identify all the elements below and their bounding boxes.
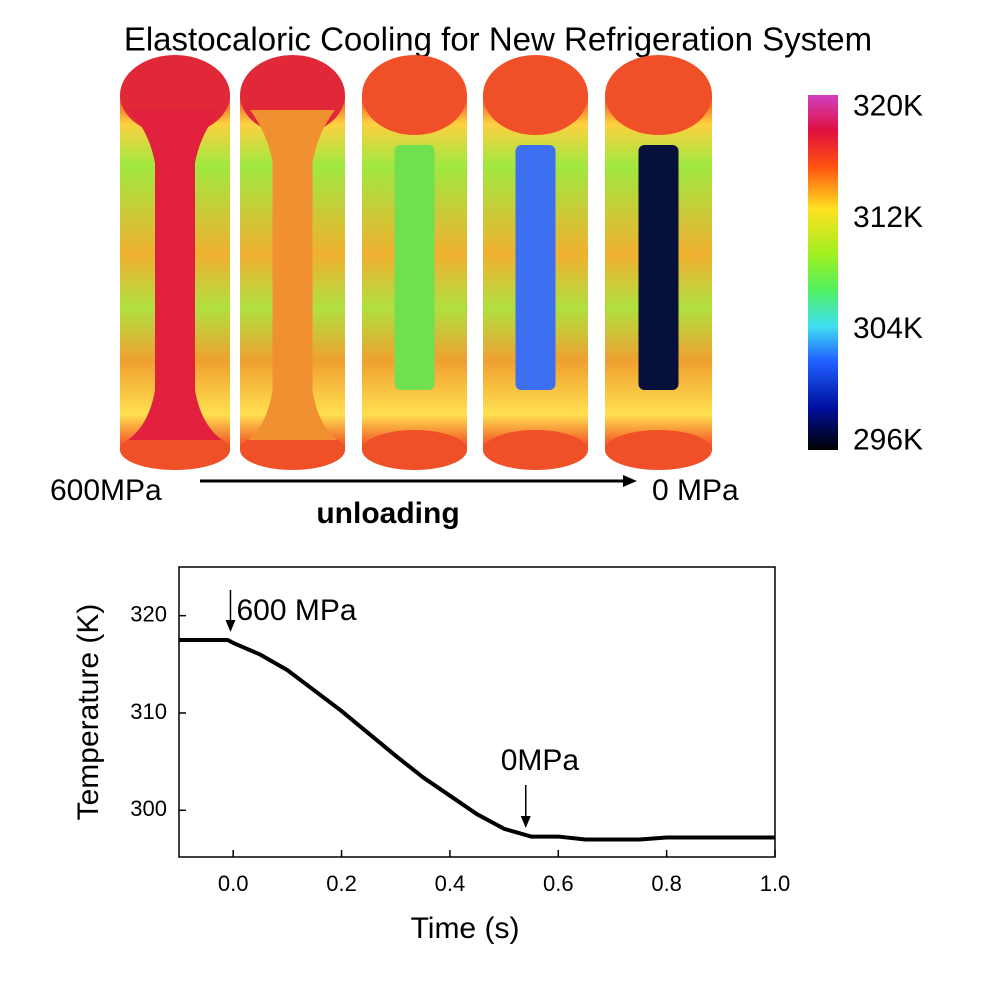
thermal-images: [120, 55, 712, 470]
x-tick-label: 0.4: [435, 871, 466, 896]
y-tick-label: 310: [130, 699, 167, 724]
x-tick-label: 0.8: [651, 871, 682, 896]
start-label: 600MPa: [50, 474, 162, 507]
colorbar-tick-label: 304K: [853, 312, 923, 345]
panel-grip: [483, 55, 588, 135]
panel-grip: [605, 430, 712, 470]
x-tick-label: 0.2: [326, 871, 357, 896]
annotation-arrow-head: [520, 816, 531, 828]
x-tick-label: 1.0: [760, 871, 791, 896]
annotation: 0MPa: [501, 744, 580, 777]
figure-title: Elastocaloric Cooling for New Refrigerat…: [124, 21, 872, 58]
colorbar-tick-label: 312K: [853, 201, 923, 234]
y-tick-label: 300: [130, 796, 167, 821]
specimen: [394, 145, 435, 390]
annotation: 600 MPa: [236, 594, 356, 627]
x-tick-label: 0.6: [543, 871, 574, 896]
specimen: [515, 145, 556, 390]
arrow-label: unloading: [316, 497, 459, 530]
x-axis-label: Time (s): [411, 912, 520, 945]
panel-grip: [362, 430, 467, 470]
y-tick-label: 320: [130, 601, 167, 626]
arrow-head: [623, 475, 637, 487]
colorbar-tick-label: 320K: [853, 89, 923, 122]
panel-grip: [362, 55, 467, 135]
x-tick-label: 0.0: [218, 871, 249, 896]
specimen: [155, 110, 195, 440]
end-label: 0 MPa: [652, 474, 739, 507]
colorbar-tick-label: 296K: [853, 424, 923, 457]
panel-grip: [483, 430, 588, 470]
plot-frame: [178, 566, 776, 858]
colorbar: [808, 95, 838, 450]
y-axis-label: Temperature (K): [72, 604, 105, 821]
specimen: [272, 110, 313, 440]
panel-grip: [605, 55, 712, 135]
temperature-line: [179, 637, 775, 842]
annotation-arrow-head: [225, 620, 236, 632]
specimen: [638, 145, 679, 390]
